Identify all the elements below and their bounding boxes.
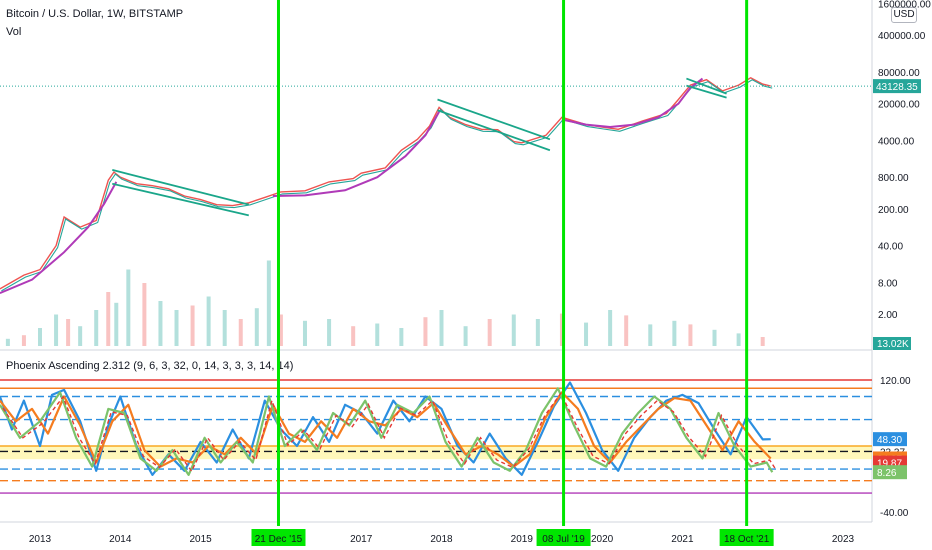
volume-bar <box>106 292 111 346</box>
trend-line <box>686 77 727 95</box>
time-tick-label: 2014 <box>109 534 132 545</box>
price-tick-label: 400000.00 <box>878 31 926 42</box>
volume-bar <box>760 337 765 346</box>
time-tick-label: 2018 <box>430 534 453 545</box>
volume-bar <box>375 323 380 346</box>
volume-bar <box>206 296 211 346</box>
indicator-value-badge-bg <box>873 465 907 480</box>
indicator-tick-label: -40.00 <box>880 508 909 519</box>
volume-last-badge-bg <box>873 337 911 350</box>
volume-bar <box>278 314 283 346</box>
volume-bar <box>351 326 356 346</box>
volume-bar <box>487 319 492 346</box>
price-tick-label: 800.00 <box>878 173 909 184</box>
marker-date-badge: 21 Dec '15 <box>255 534 303 545</box>
currency-button[interactable]: USD <box>891 7 917 23</box>
volume-bar <box>142 283 147 346</box>
volume-bar <box>584 322 589 346</box>
price-tick-label: 4000.00 <box>878 136 915 147</box>
volume-label: Vol <box>6 26 22 38</box>
volume-bar <box>535 319 540 346</box>
price-tick-label: 200.00 <box>878 205 909 216</box>
trend-line <box>437 109 551 152</box>
volume-bar <box>399 328 404 346</box>
price-tick-label: 8.00 <box>878 278 898 289</box>
price-tick-label: 80000.00 <box>878 68 920 79</box>
time-tick-label: 2023 <box>832 534 855 545</box>
volume-last-badge: 13.02K <box>877 339 909 350</box>
support-curve <box>0 181 118 295</box>
volume-bar <box>126 269 131 346</box>
volume-bar <box>648 324 653 346</box>
price-tick-label: 40.00 <box>878 242 903 253</box>
support-curve <box>272 111 440 197</box>
volume-bar <box>511 314 516 346</box>
volume-bar <box>439 310 444 346</box>
indicator-tick-label: 120.00 <box>880 376 911 387</box>
volume-bar <box>327 319 332 346</box>
volume-bar <box>266 260 271 346</box>
time-tick-label: 2019 <box>511 534 534 545</box>
volume-bar <box>688 324 693 346</box>
marker-date-badge-bg <box>536 529 591 546</box>
volume-bar <box>66 319 71 346</box>
marker-date-badge: 08 Jul '19 <box>542 534 585 545</box>
time-tick-label: 2021 <box>671 534 694 545</box>
volume-bar <box>608 310 613 346</box>
volume-bar <box>222 310 227 346</box>
indicator-value-badge: 48.30 <box>877 435 902 446</box>
volume-bar <box>254 308 259 346</box>
indicator-series-line <box>0 391 772 468</box>
time-tick-label: 2015 <box>189 534 212 545</box>
volume-bar <box>736 333 741 346</box>
time-tick-label: 2020 <box>591 534 614 545</box>
trend-line <box>686 84 727 99</box>
volume-bar <box>463 326 468 346</box>
volume-bar <box>114 302 119 346</box>
support-curve <box>561 77 704 129</box>
price-tick-label: 2.00 <box>878 310 898 321</box>
volume-bar <box>559 313 564 346</box>
marker-date-badge-bg <box>719 529 774 546</box>
last-price-badge-bg <box>873 79 921 94</box>
indicator-series-line <box>0 387 774 476</box>
volume-bar <box>5 338 10 346</box>
volume-bar <box>672 320 677 346</box>
last-price-badge: 43128.35 <box>876 82 918 93</box>
indicator-band <box>0 446 872 460</box>
time-tick-label: 2017 <box>350 534 373 545</box>
volume-bar <box>94 310 99 346</box>
price-series-line-alt <box>1 79 773 292</box>
indicator-value-badge-bg <box>873 432 907 447</box>
volume-bar <box>21 335 26 346</box>
indicator-value-badge: 8.26 <box>877 468 897 479</box>
time-tick-label: 2013 <box>29 534 52 545</box>
marker-date-badge: 18 Oct '21 <box>724 534 770 545</box>
volume-bar <box>238 319 243 346</box>
volume-bar <box>38 328 42 346</box>
volume-bar <box>423 317 428 346</box>
chart-title: Bitcoin / U.S. Dollar, 1W, BITSTAMP <box>6 8 184 20</box>
trend-line <box>112 169 250 206</box>
marker-date-badge-bg <box>251 529 306 546</box>
trend-line <box>437 98 551 141</box>
trend-line <box>112 182 249 217</box>
indicator-red-dashed-line <box>2 391 776 473</box>
price-tick-label: 20000.00 <box>878 100 920 111</box>
volume-bar <box>174 310 179 346</box>
indicator-label[interactable]: Phoenix Ascending 2.312 (9, 6, 3, 32, 0,… <box>6 360 294 372</box>
volume-bar <box>54 314 59 346</box>
volume-bar <box>712 329 717 346</box>
volume-bar <box>624 315 629 346</box>
volume-bar <box>302 320 307 346</box>
volume-bar <box>190 305 195 346</box>
volume-bar <box>78 326 83 346</box>
volume-bar <box>158 301 163 346</box>
price-tick-label: 1600000.00 <box>878 0 931 11</box>
indicator-value-badge: 19.87 <box>877 459 902 470</box>
